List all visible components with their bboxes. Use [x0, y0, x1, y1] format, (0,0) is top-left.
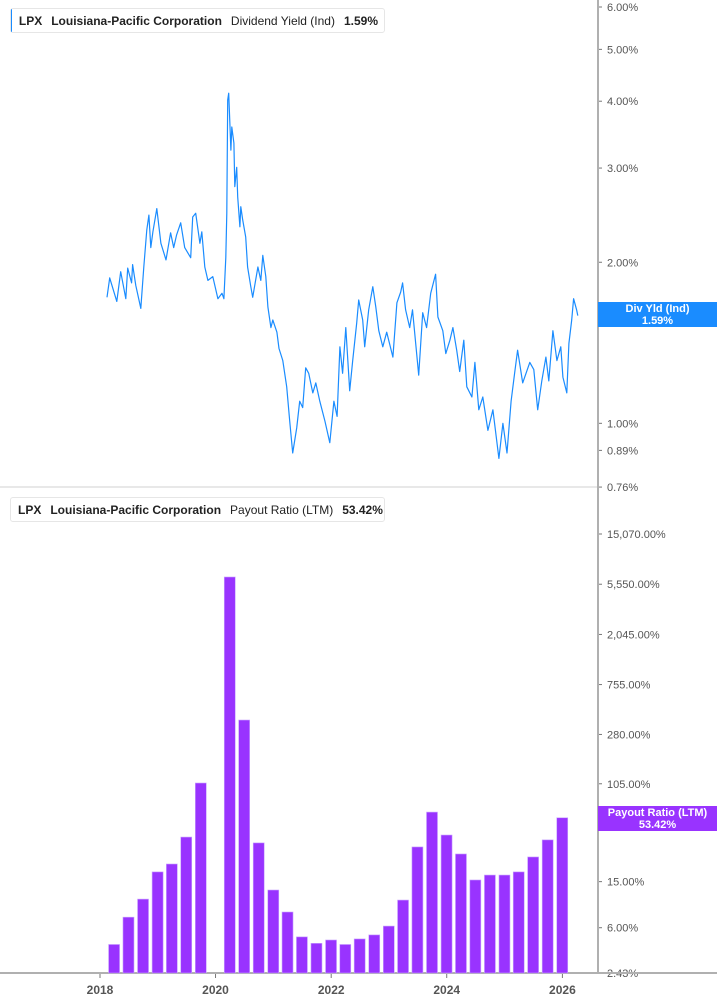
- legend-value: 53.42%: [342, 502, 383, 517]
- payout-bar: [339, 944, 352, 974]
- payout-bar: [180, 836, 193, 974]
- payout-bar: [455, 853, 467, 974]
- y-tick-label: 2.43%: [607, 968, 638, 980]
- payout-bar: [469, 879, 482, 974]
- payout-bar: [122, 916, 135, 974]
- y-tick-label: 280.00%: [607, 729, 651, 741]
- y-tick-label: 15,070.00%: [607, 529, 666, 541]
- legend-color-swatch: [11, 9, 12, 32]
- payout-bar: [166, 863, 178, 974]
- payout-bar: [310, 943, 323, 974]
- y-tick-label: 0.89%: [607, 445, 638, 457]
- y-tick-label: 2.00%: [607, 257, 638, 269]
- y-tick-label: 4.00%: [607, 96, 638, 108]
- payout-bar: [541, 839, 554, 974]
- top-legend: LPX Louisiana-Pacific Corporation Divide…: [10, 8, 385, 33]
- y-tick-label: 1.00%: [607, 418, 638, 430]
- x-tick-label: 2018: [87, 983, 114, 997]
- top-current-value-label: Div Yld (Ind) 1.59%: [598, 302, 717, 327]
- y-tick-label: 6.00%: [607, 923, 638, 935]
- payout-bar: [281, 911, 294, 974]
- payout-bar: [397, 899, 409, 974]
- payout-bar: [238, 719, 250, 974]
- value-label-value: 1.59%: [641, 315, 674, 327]
- legend-metric: Dividend Yield (Ind): [230, 13, 335, 28]
- legend-value: 1.59%: [343, 13, 378, 28]
- y-tick-label: 6.00%: [607, 2, 638, 14]
- payout-bar: [527, 856, 539, 974]
- x-tick-label: 2020: [202, 983, 229, 997]
- value-label-name: Payout Ratio (LTM): [607, 807, 708, 819]
- legend-ticker: LPX: [18, 13, 43, 28]
- payout-bar: [325, 939, 337, 974]
- payout-bar: [383, 925, 395, 974]
- legend-ticker: LPX: [18, 502, 42, 517]
- payout-bar: [556, 817, 569, 974]
- x-axis-ticks: 2018 2020 2022 2024 2026: [87, 973, 576, 997]
- bottom-y-axis-ticks: 15,070.00% 5,550.00% 2,045.00% 755.00% 280.0…: [598, 529, 666, 980]
- payout-bar: [426, 811, 438, 974]
- y-tick-label: 3.00%: [607, 163, 638, 175]
- bottom-legend: LPX Louisiana-Pacific Corporation Payout…: [10, 497, 385, 522]
- dividend-yield-line: [106, 92, 579, 459]
- payout-bar: [267, 889, 280, 974]
- y-tick-label: 5,550.00%: [607, 579, 660, 591]
- payout-bar: [484, 874, 496, 974]
- y-tick-label: 105.00%: [607, 779, 651, 791]
- y-tick-label: 755.00%: [607, 680, 651, 692]
- value-label-name: Div Yld (Ind): [625, 303, 690, 315]
- y-tick-label: 0.76%: [607, 482, 638, 494]
- y-tick-label: 2,045.00%: [607, 629, 660, 641]
- payout-bar: [440, 834, 453, 974]
- y-tick-label: 5.00%: [607, 44, 638, 56]
- y-tick-label: 15.00%: [607, 877, 645, 889]
- payout-bar: [137, 898, 149, 974]
- legend-company: Louisiana-Pacific Corporation: [51, 13, 222, 28]
- value-label-value: 53.42%: [638, 819, 677, 831]
- x-tick-label: 2026: [549, 983, 576, 997]
- payout-ratio-bars: [108, 576, 569, 974]
- payout-bar: [498, 874, 511, 974]
- payout-bar: [512, 871, 525, 974]
- payout-bar: [252, 842, 265, 974]
- legend-company: Louisiana-Pacific Corporation: [50, 502, 222, 517]
- bottom-current-value-label: Payout Ratio (LTM) 53.42%: [598, 806, 717, 831]
- payout-bar: [296, 936, 308, 974]
- payout-bar: [151, 871, 164, 974]
- x-tick-label: 2022: [318, 983, 345, 997]
- payout-bar: [411, 846, 424, 974]
- payout-bar: [195, 782, 207, 974]
- x-tick-label: 2024: [433, 983, 460, 997]
- payout-bar: [223, 576, 236, 974]
- payout-bar: [353, 938, 366, 974]
- top-y-axis-ticks: 6.00% 5.00% 4.00% 3.00% 2.00% 1.00% 0.89% 0.76%: [598, 2, 638, 494]
- payout-bar: [108, 944, 120, 974]
- payout-bar: [368, 934, 381, 974]
- legend-metric: Payout Ratio (LTM): [230, 502, 334, 517]
